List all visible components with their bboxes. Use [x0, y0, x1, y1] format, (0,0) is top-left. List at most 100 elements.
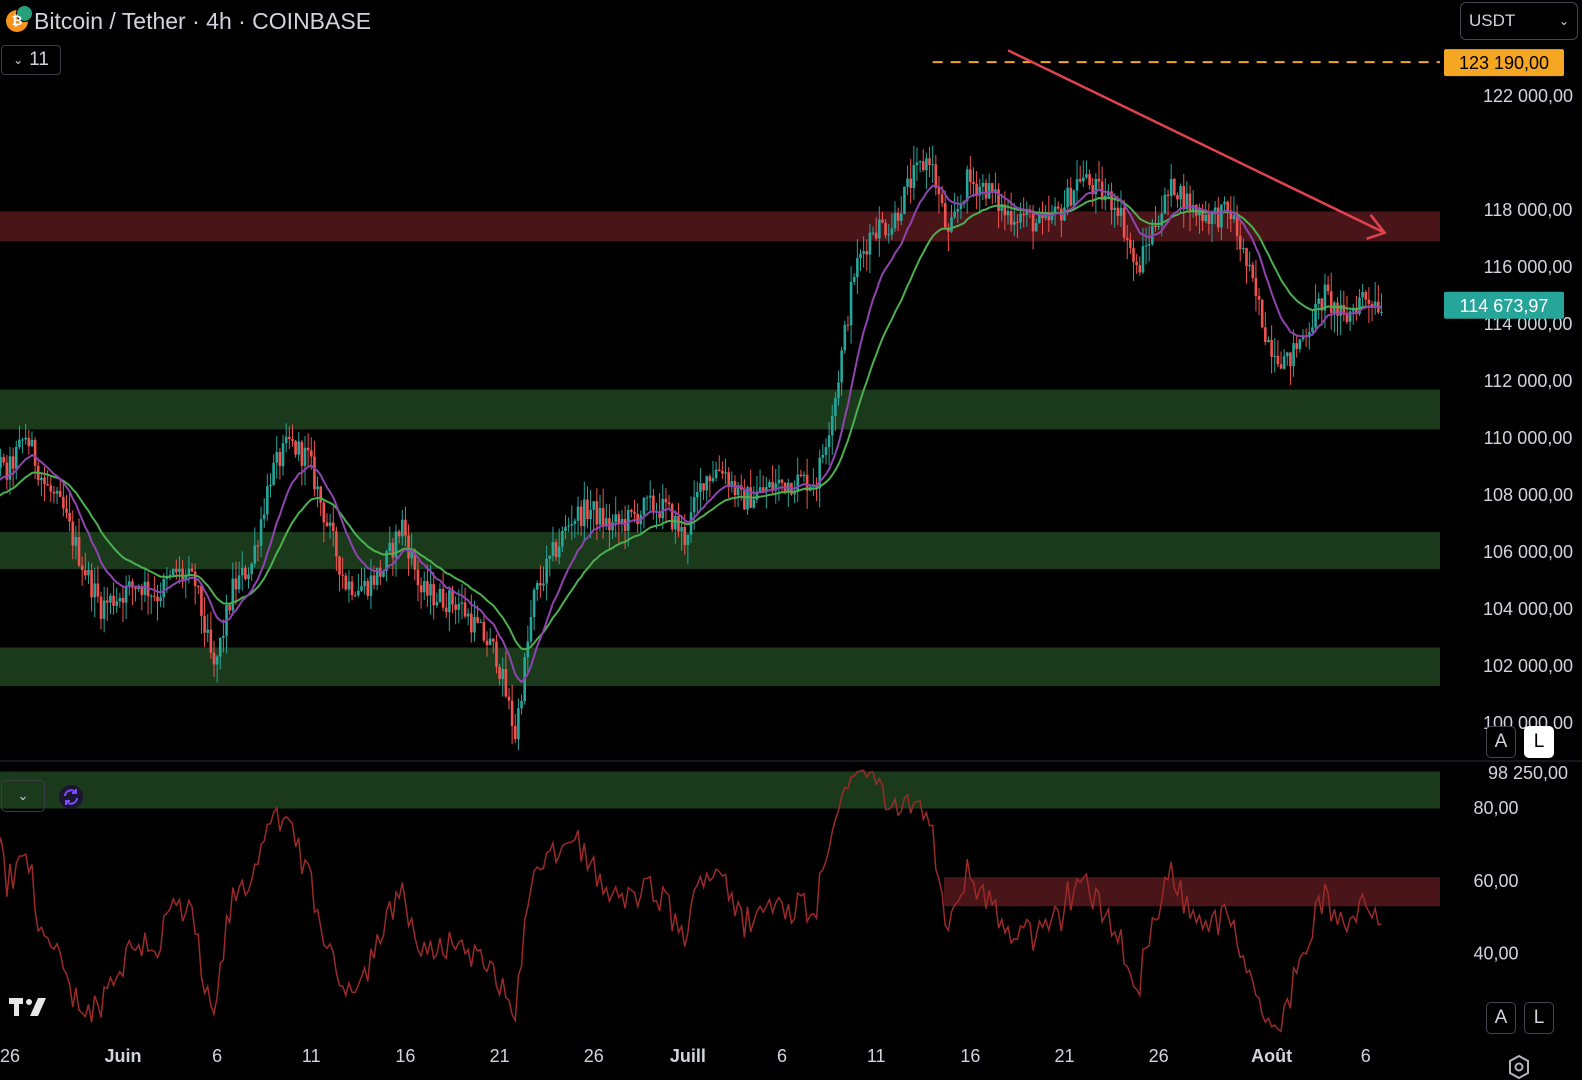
candle-body-341 [1041, 214, 1044, 219]
candle-body-223 [670, 504, 674, 530]
sync-icon[interactable] [58, 784, 84, 810]
candle-body-221 [664, 498, 668, 503]
candle-body-39 [93, 583, 97, 598]
rsi-resistance-zone [944, 877, 1440, 907]
candle-body-174 [517, 708, 520, 740]
trend-arrow-line [1007, 49, 1386, 234]
candle-body-396 [1213, 207, 1217, 212]
candle-body-140 [410, 551, 414, 559]
candle-body-76 [209, 629, 213, 653]
candle-body-165 [488, 638, 492, 646]
candle-body-298 [906, 178, 909, 187]
candle-body-17 [24, 437, 27, 440]
candle-body-412 [1264, 327, 1267, 343]
candle-body-96 [272, 462, 275, 485]
candle-body-101 [288, 436, 291, 439]
candle-body-399 [1223, 201, 1226, 205]
candle-body-447 [1373, 301, 1377, 308]
candle-body-434 [1333, 302, 1336, 313]
candle-body-330 [1006, 210, 1010, 216]
candle-body-65 [175, 568, 178, 573]
auto-scale-button[interactable]: A [1486, 726, 1516, 758]
candle-body-97 [275, 451, 279, 463]
candle-body-315 [959, 203, 963, 210]
candle-body-210 [630, 509, 633, 512]
candle-body-303 [921, 161, 925, 171]
candle-body-433 [1329, 291, 1333, 313]
candle-body-167 [495, 641, 498, 667]
candle-body-302 [918, 161, 922, 163]
candle-body-343 [1047, 213, 1051, 221]
last-price-label: 114 673,97 [1460, 296, 1549, 316]
indicators-toggle-button[interactable]: ⌄ 11 [1, 45, 61, 75]
price-tick-label-9: 102 000,00 [1483, 656, 1573, 676]
candle-body-91 [256, 545, 260, 547]
candle-body-93 [262, 514, 266, 520]
candle-body-295 [896, 213, 900, 221]
candle-body-99 [281, 443, 285, 467]
candle-body-164 [485, 640, 489, 646]
candle-body-106 [303, 447, 307, 466]
currency-label: USDT [1469, 11, 1516, 30]
candle-body-305 [928, 158, 931, 165]
candles-group [0, 145, 1383, 751]
candle-body-31 [68, 512, 71, 522]
candle-body-300 [912, 165, 916, 188]
time-tick-label-13: Août [1251, 1046, 1292, 1066]
candle-body-323 [984, 182, 988, 199]
candle-body-372 [1138, 265, 1142, 273]
candle-body-256 [774, 483, 778, 491]
candle-body-430 [1320, 298, 1324, 311]
candle-body-439 [1348, 311, 1352, 322]
rsi-pane-collapse-button[interactable]: ⌄ [1, 780, 45, 812]
candle-body-217 [652, 495, 655, 512]
candle-body-75 [206, 629, 210, 633]
candle-body-301 [915, 162, 919, 166]
candle-body-166 [492, 638, 495, 642]
candle-body-48 [121, 597, 125, 603]
candle-body-68 [184, 575, 188, 580]
candle-body-205 [614, 514, 617, 523]
candle-body-365 [1116, 207, 1120, 216]
time-tick-label-8: 6 [777, 1046, 787, 1066]
candle-body-281 [852, 277, 856, 282]
candle-body-427 [1311, 327, 1314, 332]
candle-body-449 [1380, 311, 1383, 313]
candle-body-325 [990, 183, 994, 194]
rsi-log-scale-button[interactable]: L [1524, 1002, 1554, 1034]
candle-body-299 [909, 178, 913, 188]
candle-body-178 [529, 616, 533, 642]
candle-body-110 [316, 486, 319, 490]
candle-body-318 [969, 169, 972, 182]
candle-body-235 [708, 476, 712, 482]
price-tick-label-4: 112 000,00 [1484, 371, 1573, 391]
gear-icon[interactable] [1506, 1054, 1532, 1080]
candle-body-356 [1088, 174, 1091, 185]
log-scale-button[interactable]: L [1524, 726, 1554, 758]
candle-body-190 [567, 525, 570, 527]
time-tick-label-5: 21 [490, 1046, 510, 1066]
candle-body-287 [871, 232, 875, 234]
symbol-title[interactable]: Bitcoin / Tether · 4h · COINBASE [34, 7, 372, 34]
indicators-count: 11 [29, 49, 49, 70]
ema-fast-line [0, 184, 1382, 684]
candle-body-386 [1182, 186, 1186, 210]
candle-body-422 [1295, 343, 1299, 350]
currency-select[interactable]: USDT ⌄ [1460, 2, 1578, 40]
candle-body-13 [11, 456, 15, 469]
candle-body-400 [1226, 201, 1229, 211]
candle-body-258 [780, 479, 784, 483]
candle-body-131 [382, 570, 385, 577]
rsi-auto-scale-button[interactable]: A [1486, 1002, 1516, 1034]
candle-body-214 [642, 497, 646, 515]
candle-body-387 [1185, 193, 1189, 210]
candle-body-212 [636, 513, 639, 525]
candle-body-393 [1204, 214, 1208, 222]
candle-body-310 [943, 203, 947, 228]
candle-body-55 [143, 581, 147, 595]
candle-body-269 [815, 485, 818, 489]
candle-body-346 [1056, 206, 1060, 209]
support-zone-1 [0, 532, 1440, 570]
candle-body-313 [953, 211, 956, 218]
